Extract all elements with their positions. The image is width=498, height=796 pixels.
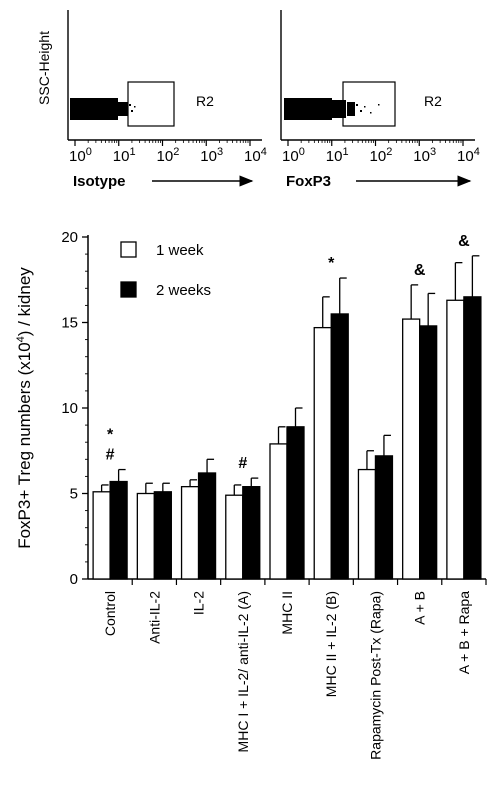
legend-label: 1 week [156, 242, 204, 259]
x-tick-label: A + B + Rapa [456, 591, 472, 674]
gate-label: R2 [424, 93, 442, 109]
tick-exponent: 2 [173, 146, 179, 158]
bar [330, 313, 349, 580]
tick-base: 10 [370, 148, 387, 165]
flow-tick-label: 103 [200, 146, 223, 165]
bar [374, 455, 394, 580]
tick-base: 10 [413, 148, 430, 165]
tick-base: 10 [200, 148, 217, 165]
legend-swatch [120, 281, 137, 298]
flow-dot-cloud [284, 98, 380, 120]
ylabel-superscript: 4 [15, 336, 27, 342]
bar [197, 472, 217, 580]
significance-mark: & [458, 233, 470, 250]
gate-r2-box [342, 81, 396, 127]
bar [313, 326, 332, 580]
bar [463, 296, 482, 580]
flow-x-ticks: 100 101 102 103 104 [282, 140, 480, 165]
significance-mark: * [328, 255, 335, 272]
tick-exponent: 1 [342, 146, 348, 158]
tick-base: 10 [244, 148, 261, 165]
y-tick-label: 0 [70, 571, 78, 588]
y-tick-label: 5 [70, 486, 78, 503]
significance-mark: & [414, 262, 426, 279]
y-tick-label: 15 [61, 315, 78, 332]
x-tick-label: Rapamycin Post-Tx (Rapa) [367, 591, 383, 760]
legend-swatch [120, 241, 137, 258]
flow-panel-foxp3: R2 100 101 102 103 104 FoxP3 [280, 10, 480, 190]
flow-xlabel: FoxP3 [286, 173, 331, 190]
bar [419, 325, 438, 580]
tick-base: 10 [282, 148, 299, 165]
x-tick-label: A + B [412, 591, 428, 625]
gate-label: R2 [196, 93, 214, 109]
ylabel-tail: ) / kidney [15, 267, 34, 336]
bar [180, 486, 200, 580]
bar [153, 491, 172, 580]
tick-base: 10 [157, 148, 174, 165]
bar [269, 443, 288, 580]
x-tick-label: MHC II + IL-2 (B) [323, 591, 339, 697]
tick-exponent: 0 [86, 146, 92, 158]
bar [136, 492, 155, 580]
tick-exponent: 3 [217, 146, 223, 158]
significance-mark: * [107, 427, 114, 444]
bar [446, 299, 465, 580]
bar [225, 494, 244, 580]
flow-tick-label: 100 [282, 146, 305, 165]
x-tick-label: Control [102, 591, 118, 636]
tick-exponent: 2 [386, 146, 392, 158]
flow-tick-label: 103 [413, 146, 436, 165]
x-tick-label: MHC II [279, 591, 295, 635]
flow-tick-label: 100 [69, 146, 92, 165]
gate-r2-box [127, 81, 175, 127]
bar-chart: FoxP3+ Treg numbers (x104) / kidney 0 5 10… [15, 229, 487, 760]
x-tick-label: MHC I + IL-2/ anti-IL-2 (A) [235, 591, 251, 752]
flow-tick-label: 101 [113, 146, 136, 165]
tick-base: 10 [457, 148, 474, 165]
tick-base: 10 [69, 148, 86, 165]
flow-tick-label: 102 [157, 146, 180, 165]
flow-dot-cloud [70, 98, 136, 120]
bar [357, 468, 377, 580]
ylabel-main: FoxP3+ Treg numbers (x10 [15, 342, 34, 548]
bar [109, 480, 128, 580]
flow-tick-label: 102 [370, 146, 393, 165]
flow-panel-isotype: SSC-Height R2 100 101 102 103 104 Isotype [36, 10, 267, 190]
tick-exponent: 0 [299, 146, 305, 158]
bar [242, 486, 261, 580]
flow-x-ticks: 100 101 102 103 104 [69, 140, 267, 165]
tick-exponent: 1 [129, 146, 135, 158]
tick-exponent: 4 [474, 146, 480, 158]
bar [92, 491, 111, 580]
flow-xlabel: Isotype [73, 173, 126, 190]
legend-label: 2 weeks [156, 282, 211, 299]
bar [402, 318, 421, 580]
x-tick-label: Anti-IL-2 [146, 591, 162, 644]
tick-base: 10 [113, 148, 130, 165]
flow-tick-label: 104 [457, 146, 480, 165]
significance-mark: # [106, 447, 115, 464]
y-tick-label: 20 [61, 229, 78, 246]
flow-tick-label: 101 [326, 146, 349, 165]
bar [286, 426, 305, 580]
flow-tick-label: 104 [244, 146, 267, 165]
x-tick-label: IL-2 [191, 591, 207, 615]
chart-ylabel: FoxP3+ Treg numbers (x104) / kidney [15, 267, 34, 549]
significance-mark: # [238, 455, 247, 472]
tick-exponent: 3 [430, 146, 436, 158]
y-tick-label: 10 [61, 400, 78, 417]
flow-ylabel: SSC-Height [36, 31, 52, 105]
tick-exponent: 4 [261, 146, 267, 158]
tick-base: 10 [326, 148, 343, 165]
